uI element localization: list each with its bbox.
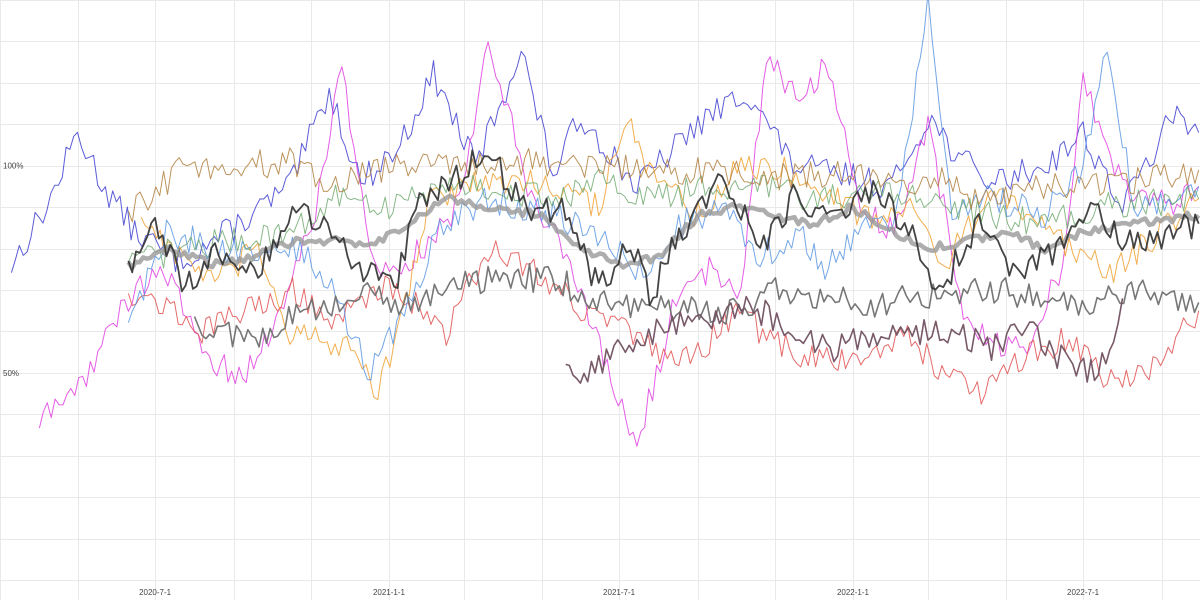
- series-line-7: [127, 147, 1200, 223]
- y-tick-label: 100%: [3, 162, 23, 171]
- series-line-4: [140, 118, 1199, 401]
- x-tick-label: 2022-1-1: [837, 588, 870, 597]
- series-line-2: [38, 41, 1200, 447]
- axis-layer: 2020-7-1 2021-1-1 2021-7-1 2022-1-1 2022-7-1…: [3, 162, 1100, 597]
- series-line-1: [10, 50, 1200, 273]
- x-tick-label: 2021-7-1: [603, 588, 636, 597]
- series-line-6: [127, 168, 1200, 269]
- series-line-11: [127, 149, 1200, 307]
- series-line-5: [127, 0, 1200, 381]
- y-tick-label: 50%: [3, 369, 19, 378]
- series-layer: [10, 0, 1200, 447]
- x-tick-label: 2020-7-1: [139, 588, 172, 597]
- series-line-3: [127, 240, 1200, 405]
- x-tick-label: 2021-1-1: [373, 588, 406, 597]
- series-line-9: [565, 295, 1124, 384]
- series-line-8: [193, 262, 1200, 348]
- x-tick-label: 2022-7-1: [1067, 588, 1100, 597]
- series-line-10: [126, 193, 1200, 271]
